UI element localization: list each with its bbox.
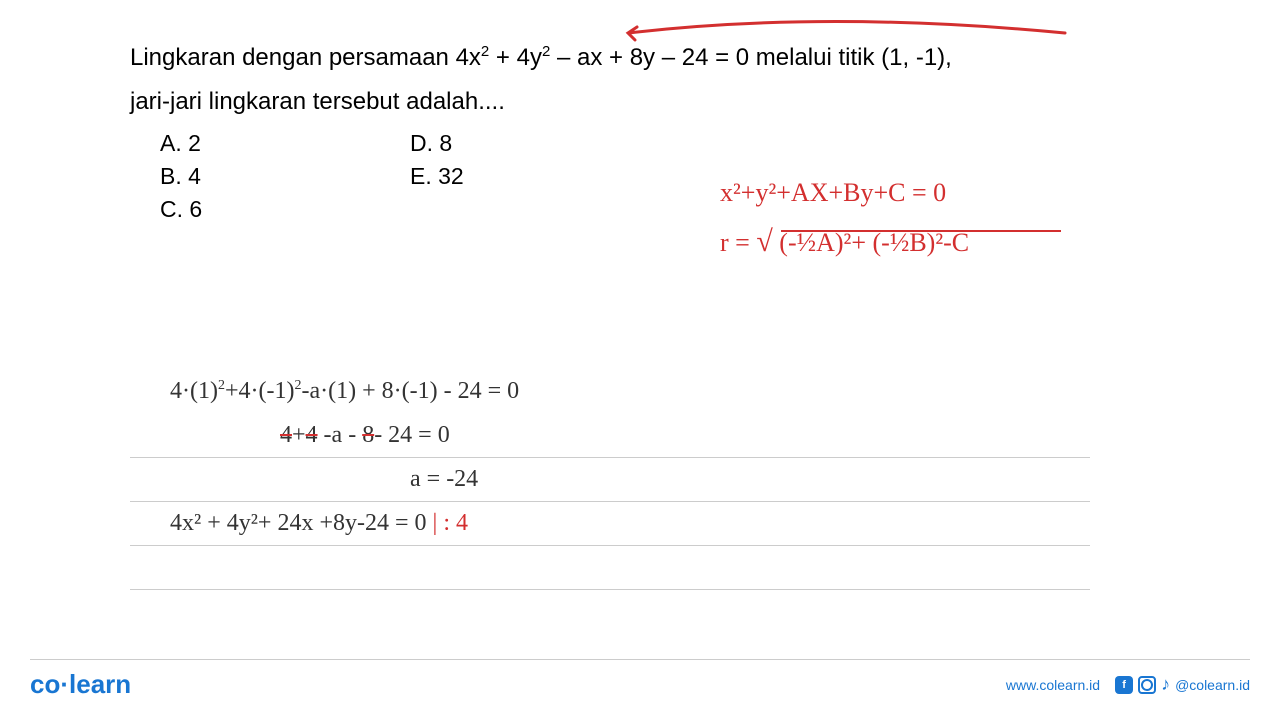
- option-row-2: B. 4 E. 32: [130, 163, 1150, 190]
- q-text-2: + 4y: [489, 44, 542, 71]
- question-line1: Lingkaran dengan persamaan 4x2 + 4y2 – a…: [130, 40, 1150, 76]
- social-icons: f ♪ @colearn.id: [1115, 674, 1250, 695]
- q-text-1: Lingkaran dengan persamaan 4x: [130, 44, 481, 71]
- facebook-icon: f: [1115, 676, 1133, 694]
- w1-c: -a·(1) + 8·(-1) - 24 = 0: [302, 378, 520, 404]
- w3: a = -24: [410, 466, 478, 492]
- w2-d: -a -: [318, 422, 363, 448]
- footer-url: www.colearn.id: [1006, 677, 1100, 693]
- formula-r-prefix: r =: [720, 228, 756, 257]
- work-line-1: 4·(1)2+4·(-1)2-a·(1) + 8·(-1) - 24 = 0: [130, 370, 1090, 414]
- formula-radius: r = √ (-½A)²+ (-½B)²-C: [720, 225, 969, 259]
- work-line-2: 4+4 -a - 8- 24 = 0: [130, 414, 1090, 458]
- logo-co: co: [30, 669, 60, 699]
- w2-strike3: 8: [362, 422, 374, 448]
- work-line-3: a = -24: [130, 458, 1090, 502]
- option-a: A. 2: [130, 130, 410, 157]
- w1-sup1: 2: [218, 378, 225, 393]
- red-arrow-annotation: [625, 15, 1075, 45]
- w4-divide: | : 4: [433, 510, 468, 536]
- work-line-4: 4x² + 4y²+ 24x +8y-24 = 0 | : 4: [130, 502, 1090, 546]
- option-row-1: A. 2 D. 8: [130, 130, 1150, 157]
- logo-learn: learn: [69, 669, 131, 699]
- options-list: A. 2 D. 8 B. 4 E. 32 C. 6: [130, 130, 1150, 223]
- option-c: C. 6: [130, 196, 410, 223]
- w1-sup2: 2: [295, 378, 302, 393]
- footer: co·learn www.colearn.id f ♪ @colearn.id: [0, 669, 1280, 700]
- w1-b: +4·(-1): [225, 378, 295, 404]
- footer-divider: [30, 659, 1250, 660]
- formula-general-circle: x²+y²+AX+By+C = 0: [720, 178, 946, 208]
- q-sup-1: 2: [481, 43, 489, 60]
- question-line2: jari-jari lingkaran tersebut adalah....: [130, 84, 1150, 120]
- logo-dot: ·: [60, 669, 69, 699]
- option-d: D. 8: [410, 130, 610, 157]
- q-text-3: – ax + 8y – 24 = 0 melalui titik (1, -1)…: [550, 44, 952, 71]
- work-line-5: [130, 546, 1090, 590]
- sqrt-content: (-½A)²+ (-½B)²-C: [779, 228, 969, 257]
- w2-f: - 24 = 0: [374, 422, 450, 448]
- sqrt-bar: [781, 230, 1061, 232]
- social-handle: @colearn.id: [1175, 677, 1250, 693]
- w4-a: 4x² + 4y²+ 24x +8y-24 = 0: [170, 510, 433, 536]
- footer-right: www.colearn.id f ♪ @colearn.id: [1006, 674, 1250, 695]
- option-b: B. 4: [130, 163, 410, 190]
- content-area: Lingkaran dengan persamaan 4x2 + 4y2 – a…: [0, 0, 1280, 223]
- tiktok-icon: ♪: [1161, 674, 1170, 695]
- logo: co·learn: [30, 669, 131, 700]
- w2-b: +: [292, 422, 306, 448]
- sqrt-container: √ (-½A)²+ (-½B)²-C: [756, 225, 969, 259]
- w2-strike2: 4: [306, 422, 318, 448]
- option-e: E. 32: [410, 163, 610, 190]
- w1-a: 4·(1): [170, 378, 218, 404]
- sqrt-symbol: √: [756, 225, 772, 258]
- w2-strike1: 4: [280, 422, 292, 448]
- option-row-3: C. 6: [130, 196, 1150, 223]
- instagram-icon: [1138, 676, 1156, 694]
- work-area: 4·(1)2+4·(-1)2-a·(1) + 8·(-1) - 24 = 0 4…: [130, 370, 1090, 590]
